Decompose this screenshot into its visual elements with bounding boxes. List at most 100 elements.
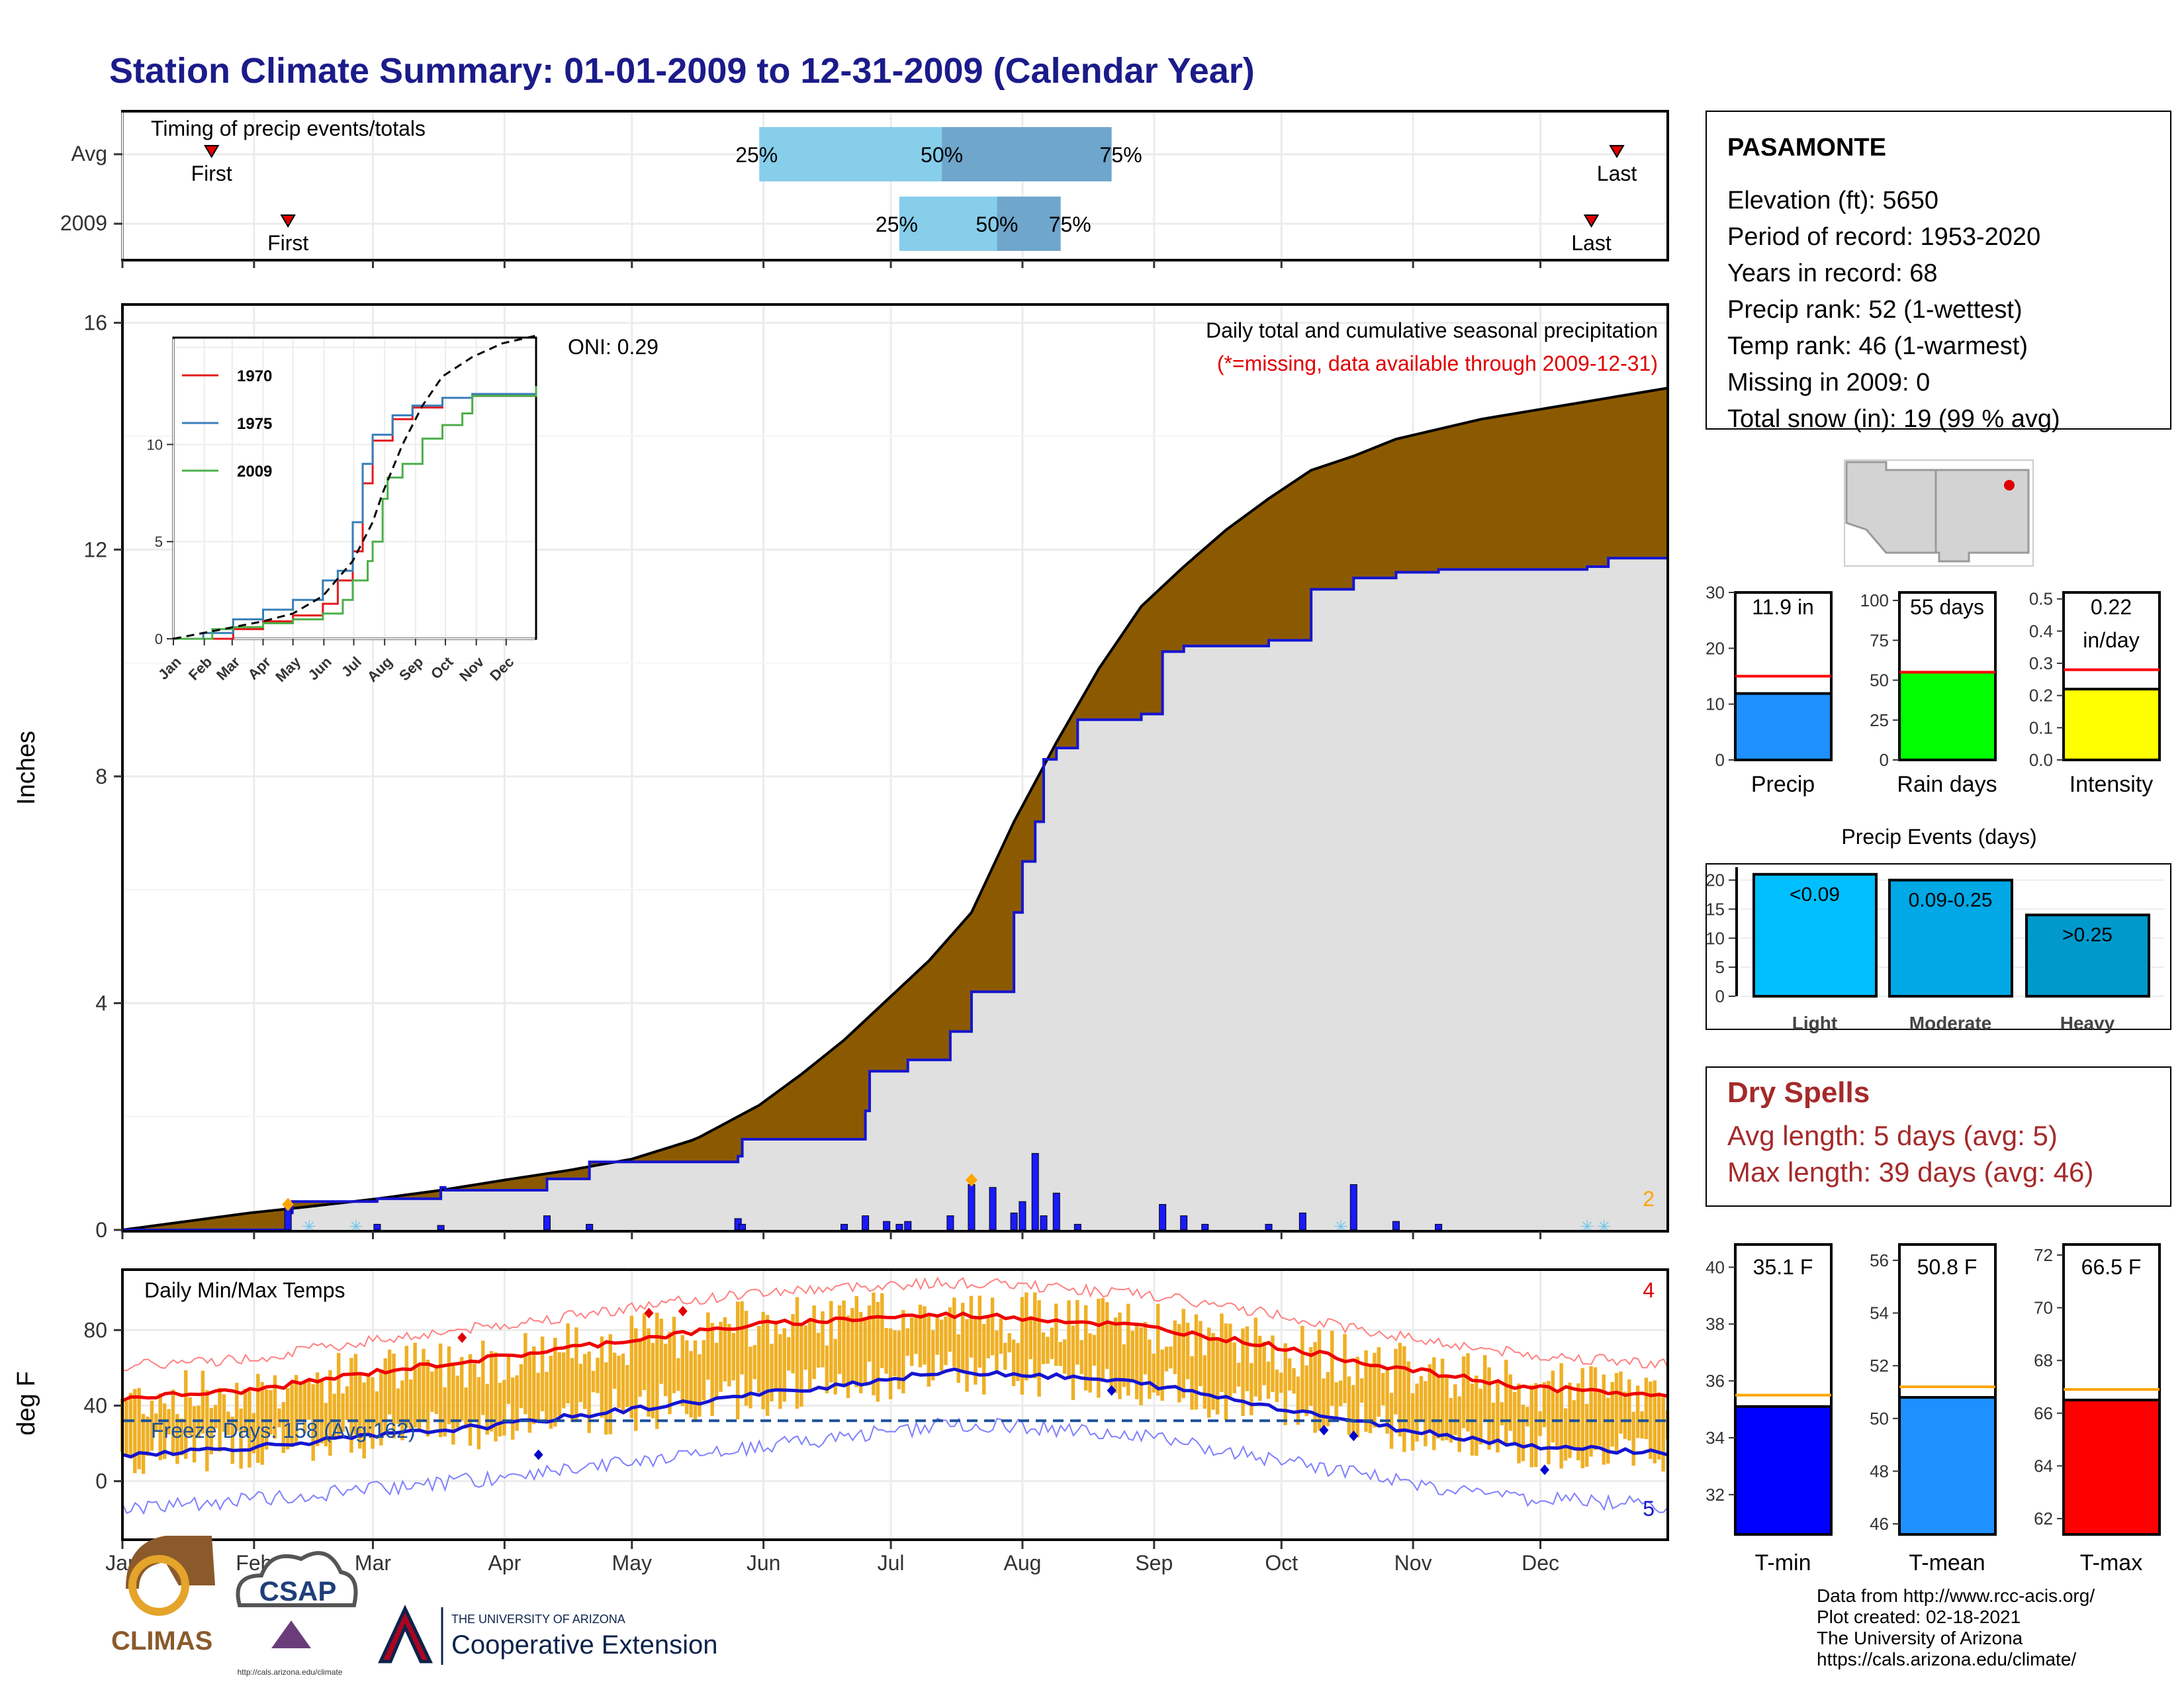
avg-max-line (121, 1311, 1668, 1403)
daily-temp-bar (1173, 1320, 1177, 1374)
daily-temp-bar (1164, 1346, 1169, 1372)
daily-temp-bar (965, 1319, 969, 1392)
timing-2009-last-marker (1583, 214, 1600, 228)
footer: CLIMAS CSAP http://cals.arizona.edu/clim… (111, 1536, 2095, 1677)
daily-temp-bar (706, 1312, 710, 1380)
daily-temp-bar (1160, 1349, 1164, 1401)
daily-temp-bar (264, 1389, 269, 1450)
daily-temp-bar (328, 1370, 332, 1456)
daily-temp-bar (523, 1333, 527, 1415)
footer-line: Plot created: 02-18-2021 (1817, 1607, 2021, 1627)
station-line: Years in record: 68 (1727, 259, 1938, 287)
mini-bar-tick-label: 30 (1706, 583, 1725, 602)
daily-temp-bar (803, 1325, 808, 1370)
record-low-marker (1349, 1430, 1359, 1442)
mini-bar-value: in/day (2083, 628, 2139, 652)
events-category-label: Moderate (1909, 1013, 1991, 1033)
dry-spells-avg: Avg length: 5 days (avg: 5) (1727, 1120, 2058, 1151)
events-tick-label: 0 (1715, 986, 1725, 1006)
daily-temp-bar (447, 1346, 451, 1425)
daily-temp-bar (133, 1389, 137, 1474)
daily-temp-bar (897, 1330, 901, 1389)
daily-temp-bar (1461, 1356, 1466, 1429)
mini-bar-Rain days (1898, 671, 1997, 761)
daily-temp-bar (1508, 1374, 1512, 1431)
daily-temp-bar (1635, 1385, 1640, 1438)
precip-corner-value: 2 (1643, 1187, 1655, 1211)
temp-bar-tick-label: 46 (1870, 1514, 1889, 1534)
temp-bar-label: T-min (1755, 1550, 1811, 1575)
mini-bar-tick-label: 0.1 (2029, 718, 2053, 737)
daily-temp-bar (1653, 1380, 1657, 1464)
daily-temp-bar (336, 1352, 341, 1439)
daily-temp-bar (752, 1344, 757, 1380)
daily-temp-bar (1649, 1382, 1653, 1460)
daily-temp-bar (536, 1372, 540, 1421)
daily-temp-bar (778, 1334, 782, 1409)
month-label: Sep (1135, 1551, 1173, 1575)
daily-precip-bar (862, 1215, 870, 1231)
csap-url: http://cals.arizona.edu/climate (238, 1667, 343, 1677)
daily-temp-bar (1220, 1313, 1224, 1392)
timing-avg-p50-label: 50% (921, 143, 963, 167)
daily-temp-bar (621, 1353, 625, 1412)
daily-temp-bar (1453, 1384, 1457, 1436)
daily-temp-bar (473, 1363, 477, 1420)
daily-temp-bar (1296, 1376, 1300, 1425)
mini-bar-tick-label: 50 (1870, 671, 1889, 690)
daily-temp-bar (863, 1319, 867, 1386)
daily-temp-bar (872, 1292, 876, 1395)
daily-temp-bar (459, 1356, 464, 1421)
daily-temp-bar (141, 1413, 146, 1474)
daily-temp-bar (999, 1318, 1003, 1354)
daily-temp-bar (1152, 1353, 1156, 1393)
daily-temp-bar (1206, 1327, 1211, 1418)
daily-temp-bar (1373, 1352, 1377, 1428)
temp-bar-tick-label: 68 (2034, 1350, 2053, 1370)
station-line: Elevation (ft): 5650 (1727, 187, 1938, 214)
events-title: Precip Events (days) (1841, 825, 2036, 849)
daily-temp-bar (1398, 1342, 1402, 1436)
temp-bar-T-max (2062, 1398, 2161, 1536)
daily-temp-bar (175, 1414, 179, 1464)
month-label: May (612, 1551, 652, 1575)
daily-temp-bar (158, 1393, 162, 1460)
daily-temp-bar (719, 1321, 723, 1392)
precip-note-2: (*=missing, data available through 2009-… (1217, 352, 1658, 375)
mini-bar-label: Precip (1751, 772, 1815, 797)
daily-temp-bar (251, 1413, 256, 1454)
daily-precip-bar (543, 1215, 551, 1231)
inset-legend: 1970 1975 2009 (182, 367, 272, 481)
daily-temp-bar (574, 1327, 578, 1420)
timing-2009-q1-bar (899, 197, 997, 251)
daily-temp-bar (850, 1308, 854, 1382)
daily-temp-bar (1054, 1303, 1058, 1366)
daily-temp-bar (1139, 1327, 1143, 1405)
daily-temp-bar (451, 1364, 455, 1445)
temp-corner-top: 4 (1643, 1278, 1655, 1302)
timing-avg-p75-label: 75% (1100, 143, 1142, 167)
daily-precip-bar (883, 1221, 891, 1231)
daily-precip-bar (1052, 1192, 1060, 1231)
daily-temp-bar (1134, 1326, 1139, 1399)
events-bars: 0 5 10 15 20 <0.09 Light 0.09-0.25 Moderate >0.25… (1706, 867, 2164, 1033)
daily-temp-bar (1482, 1355, 1487, 1421)
timing-avg-first-marker (203, 145, 220, 158)
daily-precip-bar (895, 1223, 903, 1231)
daily-temp-bar (1479, 1388, 1482, 1445)
daily-temp-bar (982, 1324, 986, 1395)
daily-temp-bar (1271, 1335, 1275, 1392)
daily-temp-bar (239, 1408, 243, 1469)
daily-temp-bar (527, 1354, 532, 1433)
snow-marker: ✳ (1580, 1217, 1594, 1237)
daily-temp-bar (557, 1352, 561, 1416)
daily-temp-bar (731, 1333, 735, 1381)
freeze-days-text: Freeze Days: 158 (Avg:162) (151, 1419, 416, 1442)
daily-temp-bar (184, 1370, 188, 1459)
daily-temp-bar (1631, 1411, 1635, 1466)
daily-temp-bar (1257, 1335, 1262, 1401)
daily-temp-bar (1313, 1342, 1317, 1433)
inset-plot (173, 334, 537, 640)
daily-temp-bar (290, 1382, 294, 1447)
